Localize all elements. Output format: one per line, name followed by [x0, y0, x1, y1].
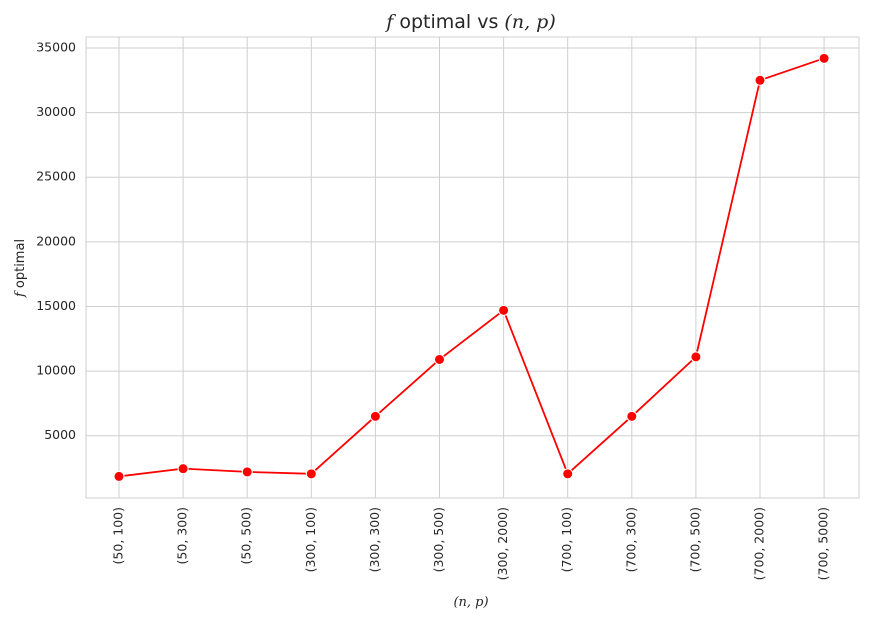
data-point [498, 304, 510, 316]
data-point [241, 466, 253, 478]
x-tick-label: (700, 100) [559, 507, 574, 572]
series-line [118, 57, 825, 478]
data-point [754, 74, 766, 86]
x-tick-label: (700, 300) [623, 507, 638, 572]
chart-title: f optimal vs (n, p) [384, 11, 555, 33]
x-tick-label: (300, 300) [367, 507, 382, 572]
data-point [690, 351, 702, 363]
y-tick-label: 5000 [44, 427, 76, 442]
title-variable: f [384, 11, 396, 33]
data-point [369, 410, 381, 422]
title-middle: optimal vs [393, 11, 504, 33]
y-tick-label: 35000 [36, 39, 76, 54]
x-tick-label: (700, 2000) [752, 507, 767, 580]
x-tick-label: (700, 500) [687, 507, 702, 572]
x-tick-label: (300, 2000) [495, 507, 510, 580]
title-pair: (n, p) [504, 11, 555, 33]
y-tick-label: 10000 [36, 363, 76, 378]
y-axis-label: f optimal [13, 239, 28, 298]
x-tick-labels: (50, 100) (50, 300) (50, 500) (300, 100) (30… [111, 507, 831, 580]
x-tick-label: (700, 5000) [816, 507, 831, 580]
data-point [626, 410, 638, 422]
x-axis-label: (n, p) [453, 595, 488, 610]
plot-frame [85, 36, 860, 499]
data-point [113, 470, 125, 482]
points-layer [113, 52, 830, 482]
data-point [434, 353, 445, 365]
y-tick-label: 20000 [36, 233, 76, 248]
x-tick-label: (50, 300) [175, 507, 190, 564]
series-layer [118, 57, 825, 478]
y-axis-label-variable: f [13, 290, 28, 298]
x-tick-label: (50, 500) [239, 507, 254, 564]
y-tick-label: 30000 [36, 104, 76, 119]
y-tick-label: 25000 [36, 169, 76, 184]
data-point [305, 468, 317, 480]
x-tick-label: (300, 500) [431, 507, 446, 572]
data-point [177, 463, 189, 475]
y-tick-label: 15000 [36, 298, 76, 313]
y-tick-labels: 5000 10000 15000 20000 25000 30000 35000 [36, 39, 76, 442]
data-point [818, 52, 830, 64]
y-axis-label-rest: optimal [13, 239, 28, 292]
grid-layer [86, 37, 859, 498]
data-point [562, 468, 574, 480]
x-tick-label: (300, 100) [303, 507, 318, 572]
x-tick-label: (50, 100) [111, 507, 126, 564]
